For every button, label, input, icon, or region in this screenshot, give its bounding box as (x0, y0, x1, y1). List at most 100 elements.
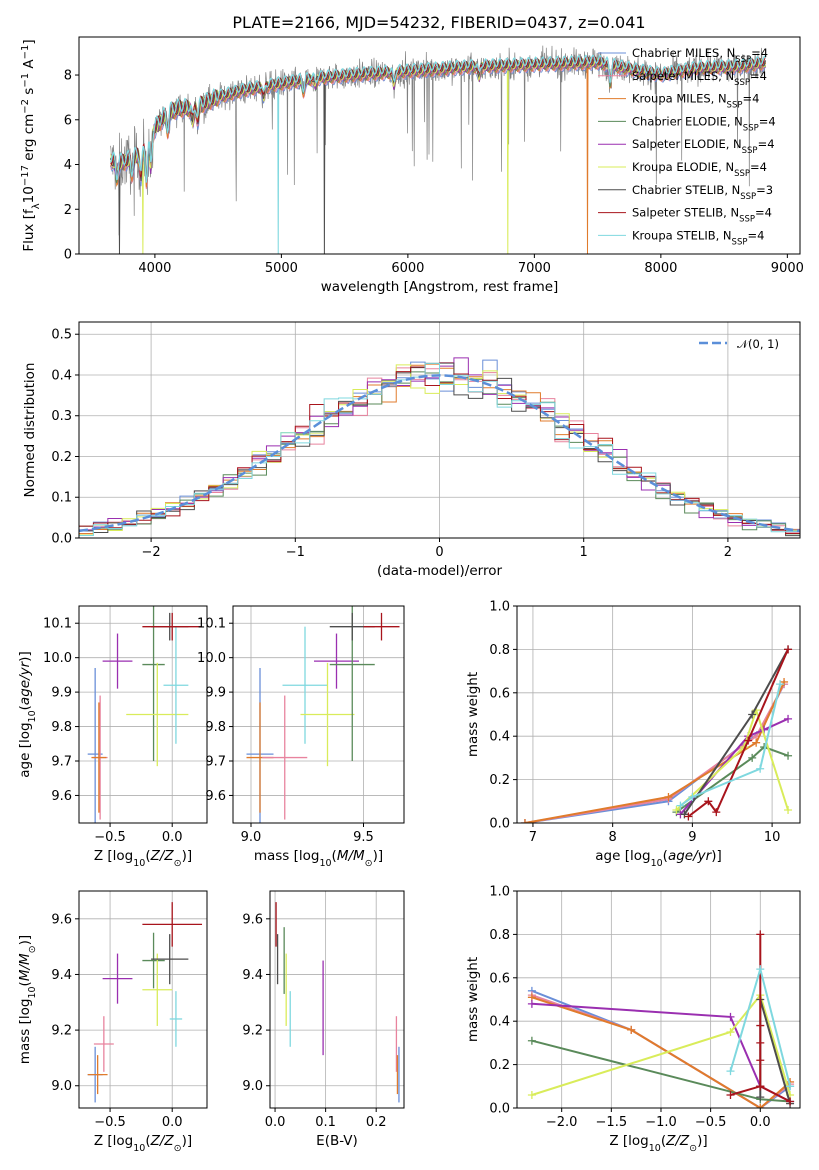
weight-series-salpeter-stelib (684, 645, 793, 821)
x-tick-label: −2.0 (546, 1115, 578, 1130)
x-axis-label: Z [log10(Z/Z⊙)] (94, 848, 192, 869)
weight-marker (756, 930, 765, 939)
axes-frame (78, 321, 801, 539)
errorbar-point-salpeter-elodie (102, 953, 133, 1004)
weight-line (730, 934, 791, 1103)
weight-marker (756, 1104, 765, 1108)
histogram-kroupa-stelib (79, 362, 800, 538)
weight-series-chabrier-elodie (672, 743, 793, 817)
x-axis-label: E(B-V) (316, 1133, 358, 1149)
weight-marker (756, 1082, 765, 1091)
x-tick-label: 2 (724, 545, 732, 560)
y-tick-label: 10.1 (197, 617, 226, 632)
weight-marker (527, 1036, 536, 1045)
spectrum-panel: 4000 5000 6000 7000 8000 9000 0 2 4 6 8 wavelength … (20, 36, 804, 295)
weight-marker (756, 1093, 765, 1102)
legend-entry-salpeter-elodie: Salpeter ELODIE, NSSP=4 (632, 137, 775, 156)
errorbar-point-salpeter-stelib (142, 902, 203, 947)
errorbar-point-kroupa-miles (87, 1055, 108, 1095)
legend-entry-kroupa-stelib: Kroupa STELIB, NSSP=4 (632, 228, 764, 247)
y-tick-label: 9.0 (242, 1079, 263, 1094)
errorbar-point-salpeter-elodie (314, 633, 359, 689)
y-tick-label: 9.0 (51, 1079, 72, 1094)
weight-marker (786, 1082, 795, 1091)
y-tick-label: 0.0 (489, 817, 510, 832)
mass-vs-extinction-panel: 0.0 0.1 0.2 9.0 9.2 9.4 9.6 E(B-V) (242, 890, 405, 1149)
y-tick-label: 6 (64, 113, 72, 128)
y-axis-label: mass [log10(M/M⊙)] (17, 935, 38, 1064)
y-axis-label: Flux [fλ10−17 erg cm−2 s−1 A−1] (20, 39, 42, 251)
y-tick-label: 9.8 (51, 720, 72, 735)
errorbar-point-kroupa-elodie (142, 953, 173, 1026)
y-tick-label: 0.1 (51, 491, 72, 506)
y-tick-label: 0.0 (489, 1102, 510, 1117)
x-tick-label: −2 (142, 545, 161, 560)
weight-marker (627, 1025, 636, 1034)
y-axis-label: Normed distribution (22, 363, 38, 498)
x-tick-label: 9.5 (353, 830, 374, 845)
axes-frame (78, 36, 801, 255)
x-axis-label: age [log10(age/yr)] (595, 848, 721, 869)
weight-series-salpeter-stelib (726, 930, 795, 1106)
weight-marker (784, 645, 793, 654)
weight-marker (784, 805, 793, 814)
weight-marker (712, 808, 721, 817)
y-axis-label: mass weight (465, 672, 481, 757)
normal-curve (79, 374, 800, 533)
weight-marker (748, 710, 757, 719)
x-tick-label: 7000 (518, 261, 551, 276)
model-fit-kroupa-stelib (109, 54, 767, 183)
legend-entry-chabrier-elodie: Chabrier ELODIE, NSSP=4 (632, 114, 776, 133)
errorbar-point-kroupa-miles (91, 702, 107, 813)
weight-marker (726, 1090, 735, 1099)
weight-marker (756, 965, 765, 974)
axes-frame (269, 890, 405, 1109)
y-tick-label: 0.8 (489, 928, 510, 943)
weight-line (524, 681, 786, 823)
model-fit-salpeter-stelib (110, 55, 766, 183)
errorbar-point-salpeter-elodie (102, 633, 133, 689)
weight-marker (688, 792, 697, 801)
y-tick-label: 9.7 (51, 755, 72, 770)
weight-series-kroupa-miles (520, 677, 789, 823)
age-vs-mass-panel: 9.0 9.5 9.6 9.7 9.8 9.9 10.0 10.1 mass [log10(M/… (197, 605, 405, 869)
y-tick-label: 10.0 (197, 651, 226, 666)
weight-series-salpeter-miles (520, 680, 789, 823)
y-tick-label: 9.9 (51, 686, 72, 701)
y-tick-label: 0 (64, 248, 72, 263)
mass-weight-vs-metallicity-panel: −2.0 −1.5 −1.0 −0.5 0.0 0.0 0.2 0.4 0.6 0.8 1.0 Z [… (465, 885, 801, 1154)
mass-weight-vs-age-panel: 7 8 9 10 0.0 0.2 0.4 0.6 0.8 1.0 age [log10(age/yr… (465, 600, 801, 869)
weight-line (675, 706, 789, 811)
x-tick-label: 9000 (771, 261, 804, 276)
legend-entry-chabrier-stelib: Chabrier STELIB, NSSP=3 (632, 183, 773, 202)
y-tick-label: 0.2 (489, 1058, 510, 1073)
weight-line (679, 683, 782, 807)
y-tick-label: 0.2 (51, 450, 72, 465)
errorbar-point-kroupa-stelib (163, 626, 189, 744)
x-tick-label: 0 (435, 545, 443, 560)
residuals-legend: 𝒩(0, 1) (699, 337, 779, 351)
legend-entry-normal: 𝒩(0, 1) (737, 337, 779, 351)
weight-marker (776, 680, 785, 689)
errorbar-point-kroupa-elodie (126, 662, 189, 767)
plot-area (275, 902, 400, 1103)
weight-marker (676, 801, 685, 810)
plot-area (109, 45, 767, 254)
x-tick-label: 9.0 (241, 830, 262, 845)
weight-marker (748, 753, 757, 762)
y-tick-label: 9.6 (205, 789, 226, 804)
y-tick-label: 9.6 (51, 912, 72, 927)
weight-line (531, 993, 792, 1096)
figure-title: PLATE=2166, MJD=54232, FIBERID=0437, z=0… (232, 13, 645, 32)
y-tick-label: 0.4 (489, 1015, 510, 1030)
y-tick-label: 1.0 (489, 600, 510, 615)
x-tick-label: −1.0 (645, 1115, 677, 1130)
y-tick-label: 1.0 (489, 885, 510, 900)
y-tick-label: 9.2 (51, 1024, 72, 1039)
y-tick-label: 9.9 (205, 686, 226, 701)
x-tick-label: 8000 (644, 261, 677, 276)
x-tick-label: 10 (764, 830, 781, 845)
plot-area (527, 930, 795, 1108)
model-fit-chabrier-stelib (110, 56, 767, 182)
y-tick-label: 0.4 (51, 368, 72, 383)
